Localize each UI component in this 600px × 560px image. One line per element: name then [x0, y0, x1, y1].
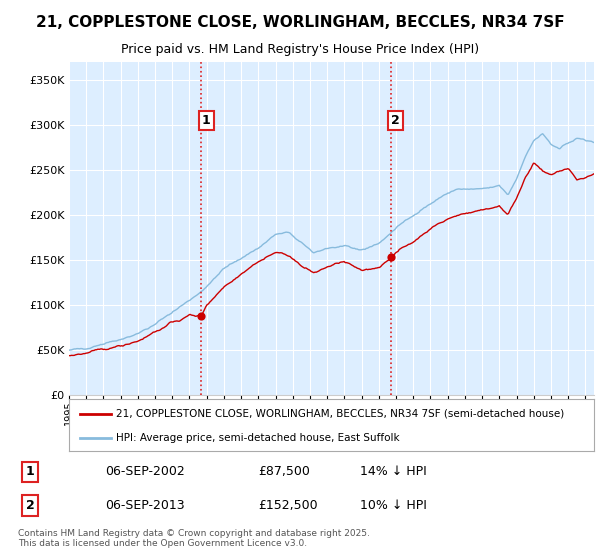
Text: 06-SEP-2013: 06-SEP-2013: [105, 499, 185, 512]
Point: [196, 311, 206, 320]
Text: 21, COPPLESTONE CLOSE, WORLINGHAM, BECCLES, NR34 7SF (semi-detached house): 21, COPPLESTONE CLOSE, WORLINGHAM, BECCL…: [116, 409, 565, 419]
Text: 1: 1: [202, 114, 211, 127]
Text: Price paid vs. HM Land Registry's House Price Index (HPI): Price paid vs. HM Land Registry's House …: [121, 43, 479, 56]
Text: £87,500: £87,500: [258, 465, 310, 478]
Text: 06-SEP-2002: 06-SEP-2002: [105, 465, 185, 478]
Text: 2: 2: [26, 499, 34, 512]
Text: HPI: Average price, semi-detached house, East Suffolk: HPI: Average price, semi-detached house,…: [116, 433, 400, 443]
Text: 1: 1: [26, 465, 34, 478]
Text: 10% ↓ HPI: 10% ↓ HPI: [360, 499, 427, 512]
Point: [386, 253, 395, 262]
Text: Contains HM Land Registry data © Crown copyright and database right 2025.
This d: Contains HM Land Registry data © Crown c…: [18, 529, 370, 548]
Text: £152,500: £152,500: [258, 499, 317, 512]
Text: 14% ↓ HPI: 14% ↓ HPI: [360, 465, 427, 478]
Text: 21, COPPLESTONE CLOSE, WORLINGHAM, BECCLES, NR34 7SF: 21, COPPLESTONE CLOSE, WORLINGHAM, BECCL…: [35, 15, 565, 30]
Text: 2: 2: [391, 114, 400, 127]
